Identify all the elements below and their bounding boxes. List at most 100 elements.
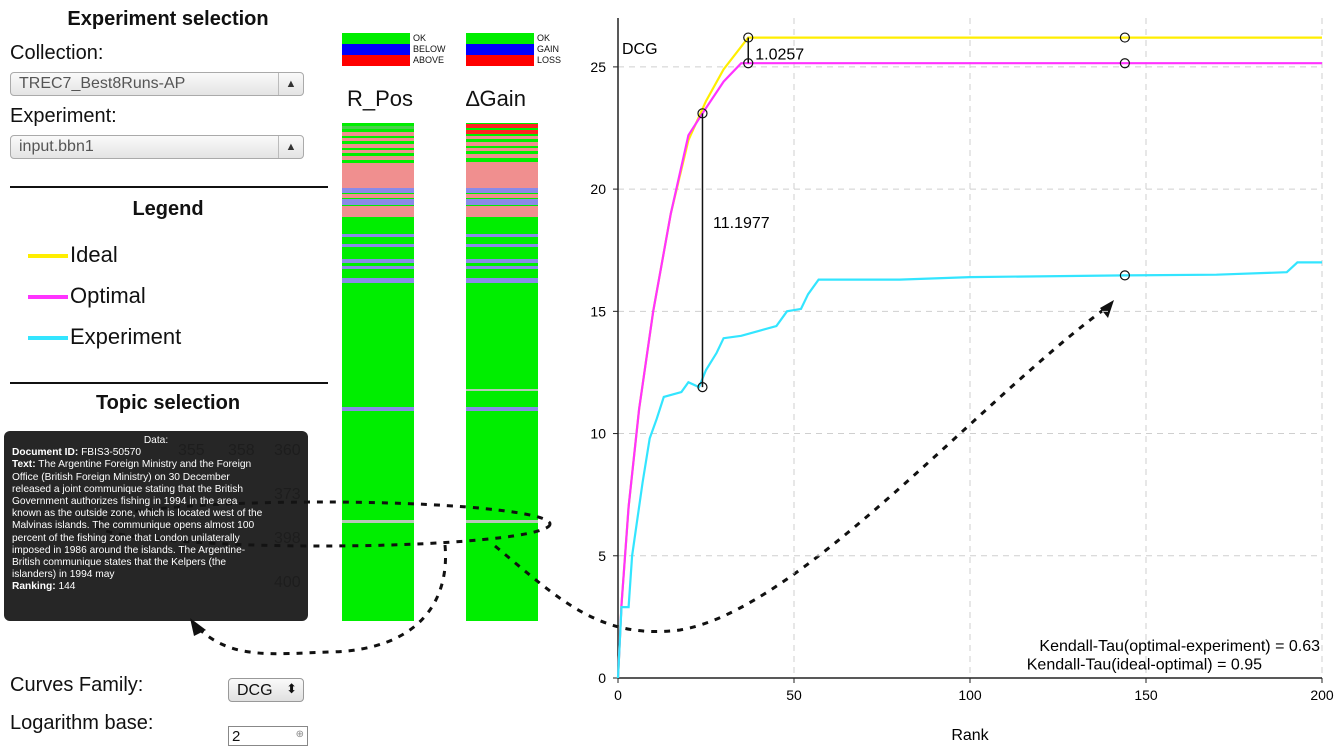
point-marker xyxy=(1119,270,1130,281)
bar-stripe xyxy=(466,136,538,139)
curves-family-label: Curves Family: xyxy=(10,674,144,696)
bar-stripe xyxy=(342,144,414,148)
bar-stripe xyxy=(342,234,414,237)
tooltip-header: Data: xyxy=(143,435,169,446)
experiment-selection-title: Experiment selection xyxy=(67,8,269,30)
bar-stripe xyxy=(342,244,414,247)
bar-stripe xyxy=(342,199,414,205)
bar-stripe xyxy=(466,520,538,523)
y-tick-label: 5 xyxy=(598,548,606,564)
experiment-label: Experiment: xyxy=(10,105,117,127)
gain-bar[interactable] xyxy=(466,123,538,621)
legend-swatch-ideal xyxy=(28,254,68,259)
bar-stripe xyxy=(342,259,414,263)
collection-select[interactable]: TREC7_Best8Runs-AP ▲ xyxy=(10,72,304,96)
bar-stripe xyxy=(466,162,538,190)
collection-label: Collection: xyxy=(10,42,104,64)
curves-family-value: DCG xyxy=(237,682,273,699)
bar-stripe xyxy=(466,188,538,193)
bar-stripe xyxy=(342,156,414,160)
bar-stripe xyxy=(342,150,414,153)
bar-stripe xyxy=(466,142,538,146)
x-tick-label: 200 xyxy=(1310,687,1334,703)
gain-legend: OK GAIN LOSS xyxy=(466,33,561,66)
experiment-select-value: input.bbn1 xyxy=(19,138,94,155)
arrowhead-icon xyxy=(190,618,206,636)
dashed-arrow-to-tooltip xyxy=(194,544,448,656)
chart-grid xyxy=(618,18,1323,678)
legend-swatch-optimal xyxy=(28,295,68,300)
tooltip-text: Text: The Argentine Foreign Ministry and… xyxy=(12,459,263,581)
bar-stripe xyxy=(466,206,538,217)
divider xyxy=(10,382,328,384)
divider xyxy=(10,186,328,188)
rpos-title: R_Pos xyxy=(347,86,414,111)
bar-stripe xyxy=(342,138,414,141)
bar-stripe xyxy=(342,206,414,217)
select-arrows-icon: ⬍ xyxy=(286,681,297,696)
experiment-curve xyxy=(616,261,1322,679)
gain-title: ∆Gain xyxy=(466,86,526,111)
bar-stripe xyxy=(342,266,414,269)
y-tick-label: 10 xyxy=(590,426,606,442)
chart-series xyxy=(616,36,1322,679)
bar-stripe xyxy=(466,124,538,128)
x-tick-label: 0 xyxy=(614,687,622,703)
point-marker xyxy=(1119,32,1130,43)
legend-item-experiment: Experiment xyxy=(28,324,181,354)
bar-stripe xyxy=(466,154,538,158)
bar-stripe xyxy=(342,520,414,523)
bar-stripe xyxy=(466,234,538,237)
bar-stripe xyxy=(342,407,414,411)
y-tick-label: 15 xyxy=(590,303,606,319)
kendall-tau-optimal-experiment: Kendall-Tau(optimal-experiment) = 0.63 xyxy=(1039,638,1320,655)
x-axis-label: Rank xyxy=(951,727,989,744)
bar-stripe xyxy=(466,389,538,391)
bar-stripe xyxy=(466,407,538,411)
y-tick-label: 0 xyxy=(598,670,606,686)
bar-stripe xyxy=(466,278,538,283)
bar-stripe xyxy=(466,244,538,247)
bar-stripe xyxy=(342,132,414,136)
tooltip-ranking: Ranking: 144 xyxy=(12,581,76,593)
bar-stripe xyxy=(466,130,538,134)
experiment-select[interactable]: input.bbn1 ▲ xyxy=(10,135,304,159)
rpos-legend: OK BELOW ABOVE xyxy=(342,33,446,66)
curves-family-select[interactable]: DCG ⬍ xyxy=(228,678,304,702)
y-tick-label: 25 xyxy=(590,59,606,75)
kendall-tau-ideal-optimal: Kendall-Tau(ideal-optimal) = 0.95 xyxy=(1027,656,1262,673)
stepper-icon[interactable]: ⊕ xyxy=(295,729,304,740)
chart-markers xyxy=(697,32,1130,393)
chart-labels: 1.0257 11.1977 Kendall-Tau(optimal-experim… xyxy=(701,37,1320,673)
y-axis-label: DCG xyxy=(622,41,658,58)
log-base-label: Logarithm base: xyxy=(10,712,154,734)
log-base-value: 2 xyxy=(232,728,241,745)
bar-stripe xyxy=(466,148,538,151)
topic-selection-title: Topic selection xyxy=(95,392,241,414)
dcg-chart[interactable]: 0 50 100 150 200 0 5 10 15 20 25 DCG Rank 1.0257 11.1… xyxy=(580,0,1338,751)
bar-stripe xyxy=(466,259,538,263)
bar-stripe xyxy=(466,194,538,198)
optimal-curve xyxy=(616,62,1322,679)
y-tick-label: 20 xyxy=(590,181,606,197)
bar-stripe xyxy=(342,188,414,193)
legend-item-ideal: Ideal xyxy=(28,242,118,272)
bar-stripe xyxy=(466,266,538,269)
x-tick-label: 150 xyxy=(1134,687,1158,703)
legend-title: Legend xyxy=(132,198,204,220)
log-base-input[interactable]: 2 ⊕ xyxy=(228,726,308,746)
bar-stripe xyxy=(342,194,414,198)
arrowhead-icon xyxy=(1100,300,1114,318)
legend-item-optimal: Optimal xyxy=(28,283,146,313)
bar-stripe xyxy=(342,126,414,129)
bar-stripe xyxy=(342,278,414,283)
bar-stripe xyxy=(466,199,538,205)
select-arrows-icon: ▲ xyxy=(278,73,303,95)
chart-axes: 0 50 100 150 200 0 5 10 15 20 25 DCG Rank xyxy=(590,18,1334,744)
document-tooltip: Data: Document ID: FBIS3-50570 Text: The… xyxy=(4,431,308,621)
tooltip-doc-id: Document ID: FBIS3-50570 xyxy=(12,447,142,459)
select-arrows-icon: ▲ xyxy=(278,136,303,158)
point-marker xyxy=(1119,58,1130,69)
rpos-bar[interactable] xyxy=(342,123,414,621)
